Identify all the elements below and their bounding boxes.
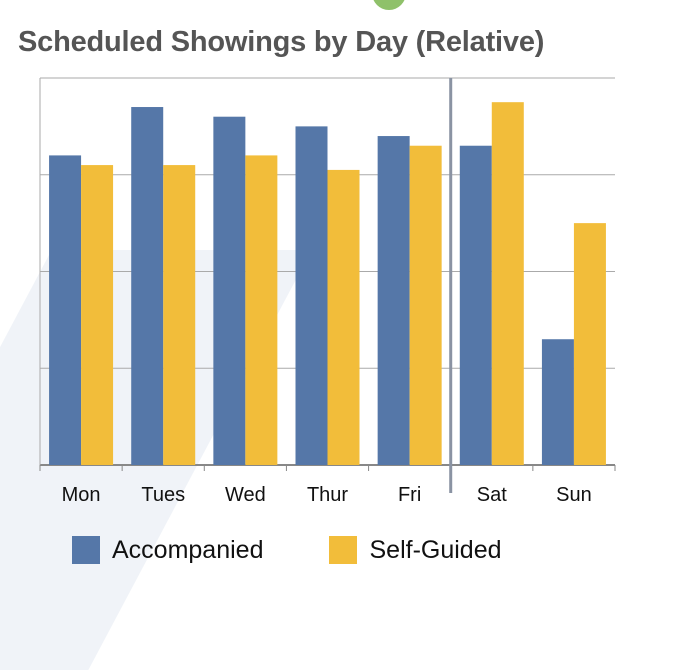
bar-self-guided-sun <box>573 223 606 465</box>
x-tick-labels: Mon Tues Wed Thur Fri Sat Sun <box>62 484 592 506</box>
chart-title: Scheduled Showings by Day (Relative) <box>18 26 545 58</box>
x-tick-label-sun: Sun <box>556 484 592 506</box>
bar-self-guided-mon <box>81 165 114 465</box>
x-tick-label-sat: Sat <box>477 484 507 506</box>
bar-self-guided-wed <box>245 155 278 465</box>
logo-mark <box>372 0 406 10</box>
legend-item-self-guided: Self-Guided <box>329 535 502 565</box>
x-tick-label-thur: Thur <box>307 484 348 506</box>
legend: Accompanied Self-Guided <box>72 530 568 570</box>
legend-label-accompanied: Accompanied <box>112 535 264 564</box>
bar-self-guided-tues <box>163 165 196 465</box>
x-tick-label-mon: Mon <box>62 484 101 506</box>
legend-swatch-accompanied <box>72 536 100 564</box>
bar-self-guided-thur <box>327 169 360 465</box>
bars <box>49 102 606 466</box>
bar-accompanied-thur <box>295 126 328 465</box>
x-tick-label-wed: Wed <box>225 484 266 506</box>
bar-accompanied-sat <box>459 145 492 465</box>
bar-accompanied-fri <box>377 136 410 466</box>
bar-self-guided-sat <box>491 102 524 465</box>
legend-swatch-self-guided <box>329 536 358 564</box>
legend-label-self-guided: Self-Guided <box>369 535 502 564</box>
bar-self-guided-fri <box>409 145 442 465</box>
bar-accompanied-sun <box>541 339 574 465</box>
bar-chart: Mon Tues Wed Thur Fri Sat Sun <box>39 77 616 506</box>
legend-item-accompanied: Accompanied <box>72 536 263 565</box>
x-tick-label-fri: Fri <box>398 484 421 506</box>
bar-accompanied-mon <box>49 155 82 465</box>
bar-accompanied-tues <box>131 107 164 466</box>
x-tick-label-tues: Tues <box>141 484 185 506</box>
bar-accompanied-wed <box>213 116 246 465</box>
